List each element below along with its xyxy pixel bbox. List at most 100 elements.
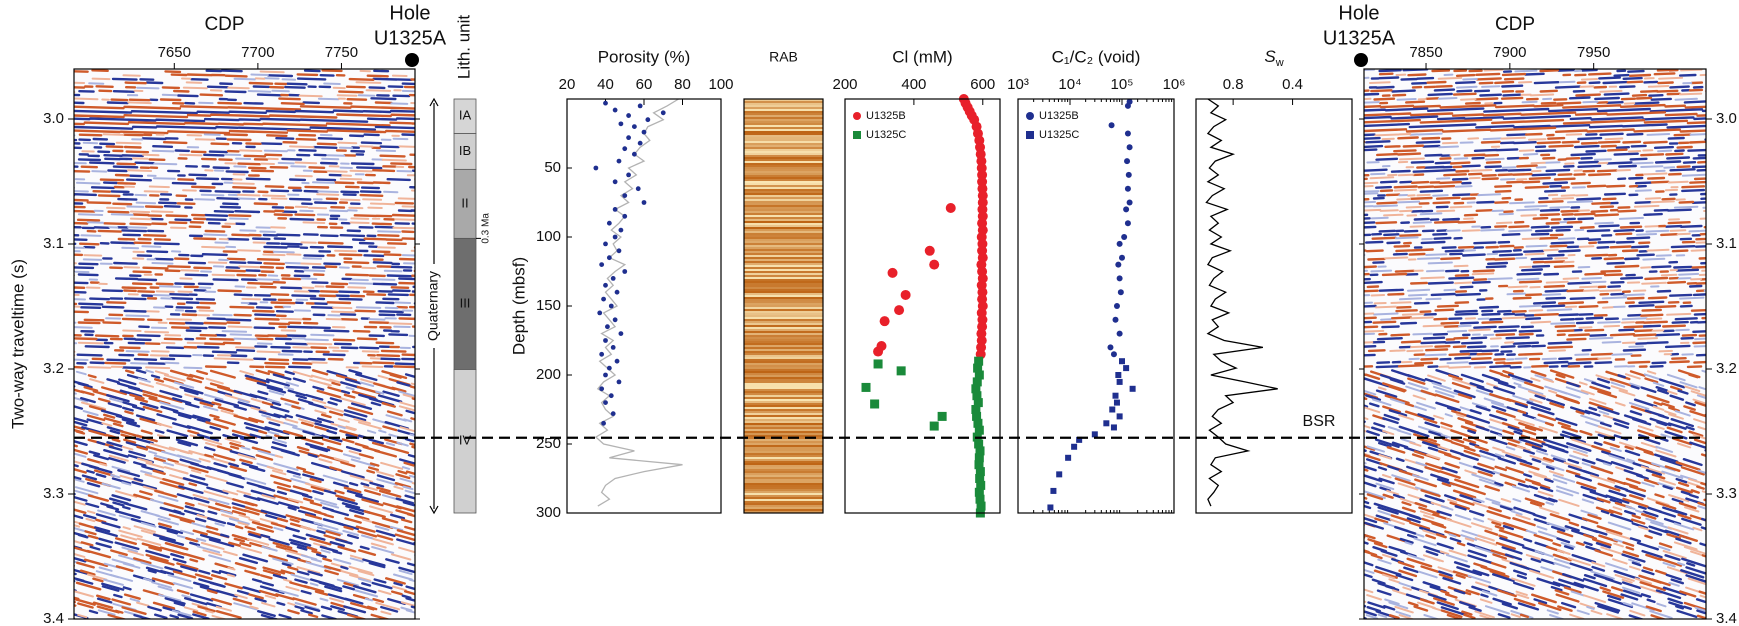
seismic-reflector	[183, 605, 259, 612]
data-point	[973, 363, 983, 373]
rab-row	[744, 471, 823, 474]
seismic-reflector	[77, 321, 390, 326]
seismic-reflector	[168, 513, 415, 523]
data-point	[610, 345, 616, 350]
seismic-reflector	[144, 341, 395, 346]
seismic-reflector	[114, 173, 376, 177]
seismic-reflector	[74, 269, 413, 273]
x-tick-label: 10⁶	[1163, 76, 1186, 93]
seismic-reflector	[1364, 424, 1371, 429]
seismic-reflector	[1364, 192, 1502, 197]
seismic-reflector	[74, 417, 335, 427]
seismic-reflector	[83, 317, 415, 322]
seismic-reflector	[340, 570, 375, 577]
seismic-reflector	[115, 537, 332, 546]
seismic-reflector	[229, 217, 348, 221]
seismic-reflector	[74, 390, 415, 398]
seismic-reflector	[1387, 172, 1668, 177]
seismic-reflector	[1424, 353, 1694, 357]
seismic-reflector	[220, 409, 327, 417]
seismic-reflector	[98, 537, 415, 548]
seismic-reflector	[109, 429, 415, 438]
seismic-reflector	[1524, 252, 1576, 257]
seismic-reflector	[1464, 469, 1564, 478]
seismic-reflector	[1678, 272, 1700, 276]
seismic-reflector	[1558, 80, 1693, 85]
seismic-reflector	[1568, 96, 1672, 101]
legend-label: U1325B	[866, 110, 906, 122]
seismic-reflector	[74, 197, 339, 202]
seismic-reflector	[194, 138, 216, 141]
rab-row	[744, 109, 823, 112]
seismic-reflector	[211, 349, 313, 354]
data-point	[974, 453, 984, 463]
data-point	[637, 140, 643, 146]
seismic-reflector	[1463, 212, 1619, 217]
seismic-reflector	[84, 333, 409, 338]
data-point	[1103, 420, 1110, 427]
data-point	[1107, 344, 1114, 351]
seismic-reflector	[1601, 340, 1622, 344]
seismic-reflector	[227, 565, 373, 575]
seismic-reflector	[109, 265, 392, 270]
seismic-reflector	[1364, 328, 1706, 333]
seismic-reflector	[89, 297, 400, 301]
seismic-reflector	[1471, 272, 1706, 277]
seismic-reflector	[1364, 609, 1473, 618]
seismic-reflector	[1406, 517, 1706, 526]
rab-row	[744, 239, 823, 242]
data-point	[974, 487, 984, 497]
seismic-reflector	[235, 157, 384, 161]
seismic-reflector	[78, 261, 401, 266]
data-point	[626, 172, 631, 178]
seismic-reflector	[1613, 541, 1698, 551]
lith-unit-label: IA	[459, 108, 472, 123]
seismic-reflector	[1375, 156, 1706, 161]
seismic-reflector	[126, 373, 415, 384]
data-point	[1112, 316, 1119, 323]
seismic-reflector	[232, 173, 415, 178]
seismic-reflector	[284, 386, 355, 391]
rab-row	[744, 211, 823, 214]
data-point	[601, 420, 606, 426]
data-point	[1065, 454, 1072, 461]
data-point	[1117, 289, 1124, 296]
seismic-reflector	[1376, 360, 1667, 365]
seismic-reflector	[74, 225, 395, 230]
seismic-reflector	[1378, 228, 1644, 233]
seismic-reflector	[194, 197, 323, 201]
seismic-reflector	[1364, 477, 1688, 488]
x-tick-label: 7650	[158, 44, 191, 61]
seismic-reflector	[182, 86, 346, 90]
rab-row	[744, 151, 823, 154]
seismic-reflector	[1436, 541, 1706, 553]
seismic-reflector	[1389, 349, 1673, 353]
seismic-reflector	[99, 261, 415, 265]
seismic-reflector	[1556, 328, 1654, 333]
seismic-reflector	[1381, 573, 1635, 582]
seismic-reflector	[78, 90, 247, 94]
seismic-reflector	[74, 365, 415, 369]
seismic-reflector	[1426, 80, 1706, 85]
seismic-reflector	[1364, 537, 1692, 547]
axis-title: CDP	[204, 14, 244, 35]
seismic-reflector	[1591, 561, 1606, 568]
rab-row	[744, 187, 823, 190]
seismic-reflector	[1379, 189, 1665, 193]
seismic-reflector	[1364, 312, 1692, 316]
seismic-reflector	[1364, 140, 1706, 145]
data-point	[975, 446, 985, 456]
data-point	[641, 200, 647, 205]
seismic-reflector	[1378, 453, 1553, 464]
rab-row	[744, 267, 823, 270]
seismic-reflector	[96, 441, 331, 452]
seismic-reflector	[1437, 76, 1684, 81]
seismic-reflector	[1366, 445, 1674, 454]
seismic-reflector	[74, 265, 415, 270]
seismic-reflector	[76, 217, 395, 222]
data-point	[601, 296, 606, 302]
seismic-reflector	[348, 77, 415, 81]
seismic-reflector	[74, 537, 394, 546]
seismic-reflector	[74, 377, 362, 387]
rab-row	[744, 237, 823, 240]
